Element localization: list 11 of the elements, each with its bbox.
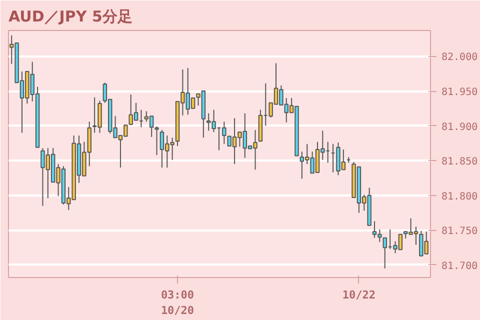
y-tick-label: 81.900: [442, 122, 478, 133]
y-tick-label: 81.850: [442, 156, 478, 168]
y-tick-label: 81.700: [442, 260, 478, 272]
y-tick-label: 81.750: [442, 226, 478, 238]
x-tick-label: 10/22: [342, 288, 376, 302]
y-tick-label: 82.000: [442, 52, 478, 64]
chart-title: AUD／JPY 5分足: [8, 8, 132, 26]
x-tick-label: 03:00 10/20: [160, 288, 194, 318]
candlestick: [154, 126, 159, 156]
y-tick-label: 81.800: [442, 191, 478, 202]
y-tick-label: 81.950: [442, 87, 478, 98]
